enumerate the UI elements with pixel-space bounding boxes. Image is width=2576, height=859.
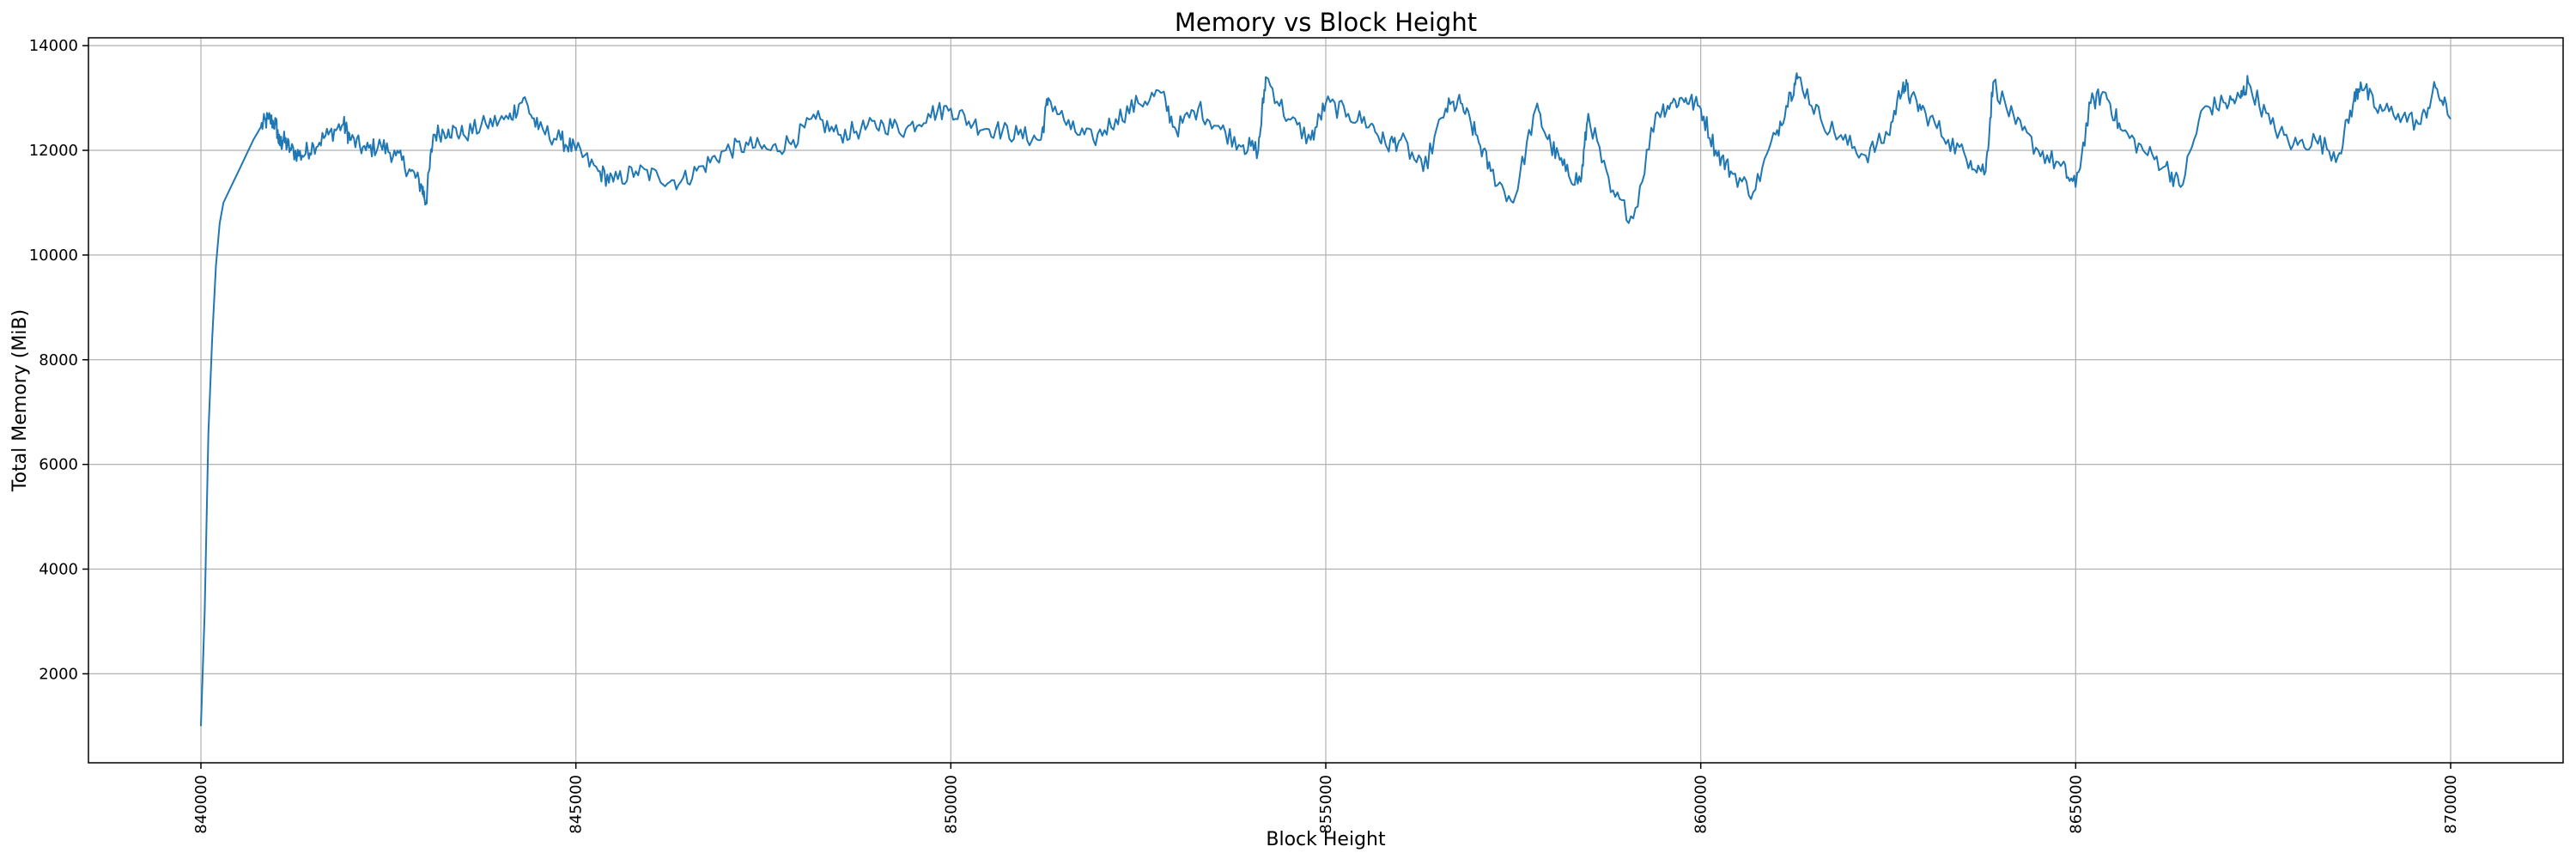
- x-tick-label: 840000: [192, 775, 210, 834]
- y-axis-label: Total Memory (MiB): [9, 309, 31, 492]
- y-tick-label: 2000: [39, 665, 78, 683]
- x-tick-label: 870000: [2442, 775, 2460, 834]
- y-tick-label: 14000: [29, 37, 78, 55]
- x-axis-label: Block Height: [1266, 829, 1386, 850]
- memory-series-line: [200, 72, 2451, 727]
- y-tick-label: 6000: [39, 456, 78, 474]
- x-tick-label: 855000: [1317, 775, 1335, 834]
- x-tick-label: 865000: [2067, 775, 2085, 834]
- x-tick-label: 860000: [1692, 775, 1710, 834]
- x-tick-label: 850000: [942, 775, 960, 834]
- chart-title: Memory vs Block Height: [1175, 8, 1477, 37]
- y-tick-label: 8000: [39, 351, 78, 369]
- x-axis-ticks: 840000 845000 850000 855000 860000 865000 8700…: [192, 763, 2460, 834]
- y-axis-ticks: 2000 4000 6000 8000 10000 12000 14000: [29, 37, 88, 683]
- y-tick-label: 10000: [29, 247, 78, 265]
- y-tick-label: 4000: [39, 561, 78, 579]
- x-tick-label: 845000: [568, 775, 586, 834]
- series-layer: [200, 72, 2451, 727]
- y-tick-label: 12000: [29, 142, 78, 160]
